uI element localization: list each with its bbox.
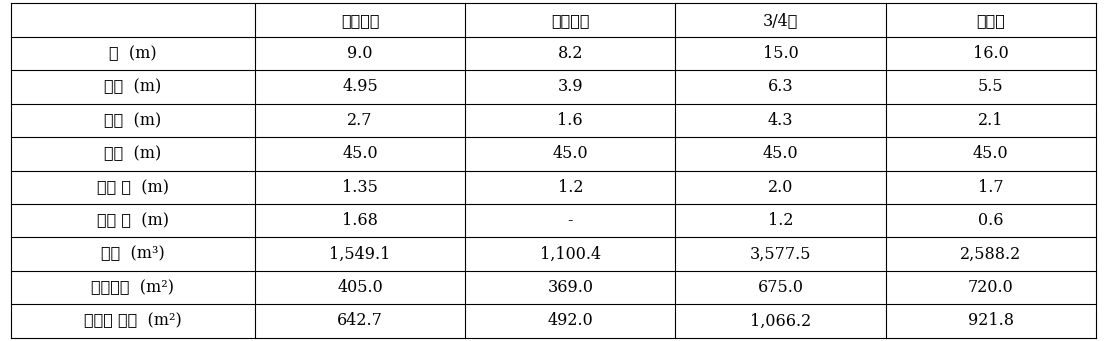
Text: 5.5: 5.5 bbox=[977, 78, 1004, 95]
Text: 길이  (m): 길이 (m) bbox=[104, 145, 162, 162]
Text: 1,100.4: 1,100.4 bbox=[540, 246, 601, 263]
Text: 체적  (m³): 체적 (m³) bbox=[101, 246, 165, 263]
Text: 1,549.1: 1,549.1 bbox=[330, 246, 391, 263]
Text: 4.3: 4.3 bbox=[768, 112, 794, 129]
Text: 2.0: 2.0 bbox=[768, 179, 794, 196]
Text: 측창 폭  (m): 측창 폭 (m) bbox=[97, 179, 169, 196]
Text: 642.7: 642.7 bbox=[338, 312, 383, 329]
Text: 동고  (m): 동고 (m) bbox=[104, 78, 162, 95]
Text: 2,588.2: 2,588.2 bbox=[960, 246, 1022, 263]
Text: 1.2: 1.2 bbox=[768, 212, 794, 229]
Text: 4.95: 4.95 bbox=[342, 78, 377, 95]
Text: 광폭형: 광폭형 bbox=[976, 12, 1005, 29]
Text: 복숭아형: 복숭아형 bbox=[551, 12, 590, 29]
Text: 1.35: 1.35 bbox=[342, 179, 377, 196]
Text: 피복재 면적  (m²): 피복재 면적 (m²) bbox=[84, 312, 182, 329]
Text: 405.0: 405.0 bbox=[338, 279, 383, 296]
Text: 3.9: 3.9 bbox=[558, 78, 583, 95]
Text: 0.6: 0.6 bbox=[979, 212, 1004, 229]
Text: 1.2: 1.2 bbox=[558, 179, 583, 196]
Text: 720.0: 720.0 bbox=[968, 279, 1014, 296]
Text: 양지붕형: 양지붕형 bbox=[341, 12, 380, 29]
Text: 45.0: 45.0 bbox=[552, 145, 588, 162]
Text: 45.0: 45.0 bbox=[763, 145, 798, 162]
Text: 1,066.2: 1,066.2 bbox=[749, 312, 811, 329]
Text: 3/4형: 3/4형 bbox=[763, 12, 798, 29]
Text: 2.7: 2.7 bbox=[348, 112, 373, 129]
Text: 45.0: 45.0 bbox=[342, 145, 377, 162]
Text: 369.0: 369.0 bbox=[547, 279, 593, 296]
Text: 492.0: 492.0 bbox=[548, 312, 593, 329]
Text: 6.3: 6.3 bbox=[768, 78, 794, 95]
Text: 921.8: 921.8 bbox=[968, 312, 1014, 329]
Text: 15.0: 15.0 bbox=[763, 45, 798, 62]
Text: 측고  (m): 측고 (m) bbox=[104, 112, 162, 129]
Text: 2.1: 2.1 bbox=[979, 112, 1004, 129]
Text: 폭  (m): 폭 (m) bbox=[110, 45, 157, 62]
Text: 1.6: 1.6 bbox=[558, 112, 583, 129]
Text: -: - bbox=[568, 212, 573, 229]
Text: 45.0: 45.0 bbox=[973, 145, 1008, 162]
Text: 9.0: 9.0 bbox=[348, 45, 373, 62]
Text: 천창 폭  (m): 천창 폭 (m) bbox=[97, 212, 169, 229]
Text: 3,577.5: 3,577.5 bbox=[749, 246, 811, 263]
Text: 1.7: 1.7 bbox=[977, 179, 1004, 196]
Text: 8.2: 8.2 bbox=[558, 45, 583, 62]
Text: 16.0: 16.0 bbox=[973, 45, 1008, 62]
Text: 바닥면적  (m²): 바닥면적 (m²) bbox=[92, 279, 175, 296]
Text: 1.68: 1.68 bbox=[342, 212, 377, 229]
Text: 675.0: 675.0 bbox=[757, 279, 804, 296]
